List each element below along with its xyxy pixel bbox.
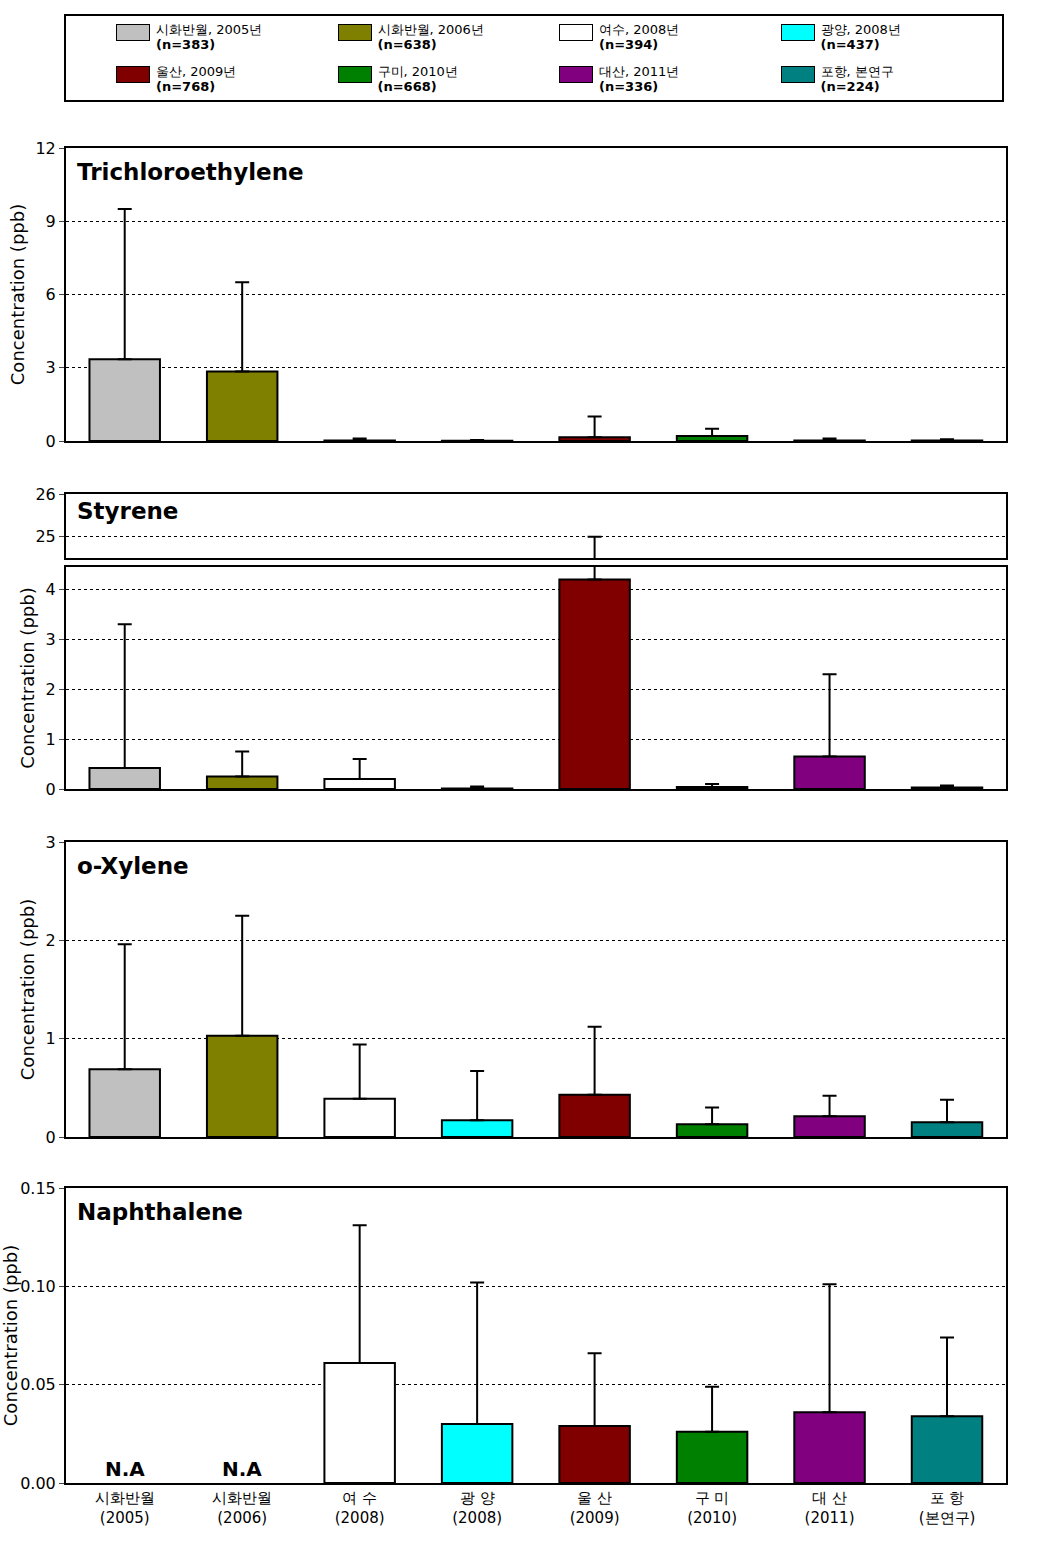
svg-text:시화반월(2006): 시화반월(2006) bbox=[212, 1489, 272, 1527]
svg-text:구 미(2010): 구 미(2010) bbox=[687, 1489, 737, 1527]
svg-text:1: 1 bbox=[46, 730, 56, 749]
svg-text:대 산(2011): 대 산(2011) bbox=[805, 1489, 855, 1527]
svg-text:0.10: 0.10 bbox=[20, 1277, 56, 1296]
svg-text:N.A: N.A bbox=[105, 1457, 145, 1481]
svg-text:Concentration (ppb): Concentration (ppb) bbox=[7, 204, 28, 385]
html-text:(n=668): (n=668) bbox=[377, 79, 437, 94]
html-text:포항, 본연구: 포항, 본연구 bbox=[820, 64, 894, 79]
svg-text:0: 0 bbox=[46, 432, 56, 451]
svg-text:25: 25 bbox=[35, 527, 55, 546]
html-text:시화반월, 2006년: 시화반월, 2006년 bbox=[377, 22, 484, 37]
html-text:(n=394): (n=394) bbox=[599, 37, 659, 52]
svg-text:포 항(본연구): 포 항(본연구) bbox=[919, 1489, 976, 1527]
svg-text:1: 1 bbox=[46, 1029, 56, 1048]
svg-text:2: 2 bbox=[46, 931, 56, 950]
svg-text:4: 4 bbox=[46, 580, 56, 599]
svg-text:12: 12 bbox=[35, 139, 55, 158]
svg-text:3: 3 bbox=[46, 630, 56, 649]
html-text:(n=768): (n=768) bbox=[156, 79, 216, 94]
svg-text:울 산(2009): 울 산(2009) bbox=[570, 1489, 620, 1527]
svg-text:0: 0 bbox=[46, 780, 56, 799]
html-text:(n=437): (n=437) bbox=[820, 37, 880, 52]
svg-text:3: 3 bbox=[46, 358, 56, 377]
svg-text:9: 9 bbox=[46, 212, 56, 231]
html-text:(n=383): (n=383) bbox=[156, 37, 216, 52]
html-text:구미, 2010년: 구미, 2010년 bbox=[377, 64, 458, 79]
html-text:울산, 2009년: 울산, 2009년 bbox=[156, 64, 237, 79]
html-text:대산, 2011년: 대산, 2011년 bbox=[599, 64, 680, 79]
svg-text:Concentration (ppb): Concentration (ppb) bbox=[17, 587, 38, 768]
html-text:(n=638): (n=638) bbox=[377, 37, 437, 52]
svg-text:여 수(2008): 여 수(2008) bbox=[335, 1489, 385, 1527]
svg-text:광 양(2008): 광 양(2008) bbox=[452, 1489, 502, 1527]
svg-text:o-Xylene: o-Xylene bbox=[77, 853, 189, 879]
svg-text:Naphthalene: Naphthalene bbox=[77, 1199, 243, 1225]
svg-text:3: 3 bbox=[46, 833, 56, 852]
svg-text:2: 2 bbox=[46, 680, 56, 699]
svg-text:N.A: N.A bbox=[222, 1457, 262, 1481]
html-text:광양, 2008년: 광양, 2008년 bbox=[820, 22, 901, 37]
svg-text:0.00: 0.00 bbox=[20, 1474, 56, 1493]
svg-text:Concentration (ppb): Concentration (ppb) bbox=[0, 1245, 21, 1426]
svg-text:0.15: 0.15 bbox=[20, 1179, 56, 1198]
svg-text:시화반월(2005): 시화반월(2005) bbox=[95, 1489, 155, 1527]
svg-text:Trichloroethylene: Trichloroethylene bbox=[77, 159, 304, 185]
svg-text:0: 0 bbox=[46, 1128, 56, 1147]
html-text:(n=224): (n=224) bbox=[820, 79, 880, 94]
svg-text:Concentration (ppb): Concentration (ppb) bbox=[17, 899, 38, 1080]
svg-text:0.05: 0.05 bbox=[20, 1375, 56, 1394]
svg-text:6: 6 bbox=[46, 285, 56, 304]
html-text:(n=336): (n=336) bbox=[599, 79, 659, 94]
html-text:여수, 2008년: 여수, 2008년 bbox=[599, 22, 680, 37]
svg-text:26: 26 bbox=[35, 485, 55, 504]
svg-text:Styrene: Styrene bbox=[77, 498, 178, 524]
html-text:시화반월, 2005년: 시화반월, 2005년 bbox=[156, 22, 263, 37]
